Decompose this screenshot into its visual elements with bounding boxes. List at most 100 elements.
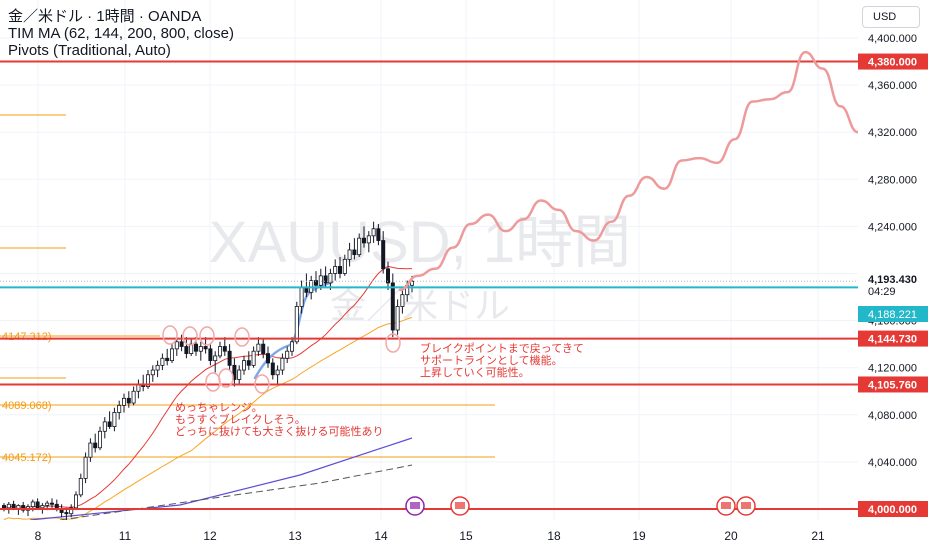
candle-body: [270, 362, 275, 376]
price-tick-label: 4,360.000: [868, 80, 917, 92]
highlight-circle[interactable]: [182, 326, 198, 346]
watermark-symbol: XAUUSD, 1時間: [209, 210, 631, 275]
annotation-text[interactable]: ブレイクポイントまで戻ってきて: [420, 341, 584, 355]
candle-body: [78, 477, 83, 496]
event-flag-icon: [410, 502, 420, 509]
time-tick-label: 11: [119, 529, 132, 543]
candle-body: [294, 306, 299, 343]
highlight-circle[interactable]: [199, 326, 215, 346]
time-tick-label: 12: [203, 529, 217, 543]
highlight-circle[interactable]: [254, 374, 270, 394]
price-axis[interactable]: 4,400.000 4,360.000 4,320.000 4,280.000 4,24…: [858, 0, 932, 520]
candle-body: [261, 343, 266, 354]
highlight-circle[interactable]: [385, 333, 401, 353]
legend-ma-indicator[interactable]: TIM MA (62, 144, 200, 800, close): [8, 25, 234, 42]
candle-body: [289, 341, 294, 352]
candle-body: [400, 294, 405, 307]
candle-body: [285, 350, 290, 359]
candle-body: [376, 228, 381, 241]
candle-body: [45, 502, 50, 506]
time-tick-label: 14: [374, 529, 388, 543]
price-label-text: 4,105.760: [868, 379, 917, 391]
candle-body: [93, 442, 98, 449]
countdown-label: 04:29: [868, 286, 896, 298]
price-tick-label: 4,040.000: [868, 457, 917, 469]
smooth-blue-line: [253, 280, 334, 380]
candle-body: [313, 280, 318, 286]
price-label-box[interactable]: [858, 501, 928, 517]
chart-legend: 金／米ドル · 1時間 · OANDA TIM MA (62, 144, 200…: [8, 8, 234, 59]
time-tick-label: 8: [35, 529, 42, 543]
candle-body: [131, 390, 136, 404]
legend-pivots-indicator[interactable]: Pivots (Traditional, Auto): [8, 42, 171, 59]
candle-body: [381, 240, 386, 270]
candle-body: [337, 266, 342, 274]
time-tick-label: 15: [459, 529, 473, 543]
candle-body: [107, 421, 112, 427]
candle-body: [361, 237, 366, 244]
candle-body: [371, 228, 376, 237]
candle-body: [174, 341, 179, 350]
candle-body: [366, 235, 371, 244]
highlight-circle[interactable]: [205, 372, 221, 392]
price-tick-label: 4,240.000: [868, 221, 917, 233]
annotation-text[interactable]: めっちゃレンジ。: [175, 401, 263, 414]
annotations[interactable]: ブレイクポイントまで戻ってきてサポートラインとして機能。上昇していく可能性。めっ…: [162, 325, 584, 438]
time-axis-bg: [0, 520, 932, 550]
candle-layer: [2, 221, 414, 521]
event-markers[interactable]: [405, 496, 756, 516]
candle-body: [241, 360, 246, 371]
price-label-box[interactable]: [858, 376, 928, 393]
candle-body: [150, 369, 155, 376]
candle-body: [333, 266, 338, 274]
time-axis[interactable]: 8 11 12 13 14 15 18 19 20 21: [0, 520, 932, 550]
legend-symbol-line[interactable]: 金／米ドル · 1時間 · OANDA: [8, 8, 202, 25]
annotation-text[interactable]: 上昇していく可能性。: [420, 365, 530, 379]
candle-body: [246, 360, 251, 366]
annotation-text[interactable]: サポートラインとして機能。: [420, 353, 563, 367]
cyan-level-box[interactable]: [858, 306, 928, 322]
pivot-label: 4045.172): [2, 452, 52, 464]
horizontal-lines[interactable]: [0, 60, 858, 510]
candle-body: [102, 421, 107, 432]
candle-body: [203, 346, 208, 350]
candle-body: [265, 353, 270, 364]
candle-body: [390, 282, 395, 331]
candle-body: [385, 268, 390, 284]
candle-body: [112, 412, 117, 427]
event-flag-icon: [721, 502, 731, 509]
candle-body: [21, 505, 26, 511]
candle-body: [165, 357, 170, 362]
candle-body: [232, 364, 237, 380]
forecast-path[interactable]: [398, 50, 860, 292]
candle-body: [342, 258, 347, 274]
candle-body: [323, 275, 328, 284]
price-label-text: 4,380.000: [868, 57, 917, 69]
price-label-text: 4,144.730: [868, 334, 917, 346]
highlight-circle[interactable]: [234, 327, 250, 347]
watermark-description: 金／米ドル: [330, 285, 510, 326]
annotation-text[interactable]: どっちに抜けても大きく抜ける可能性あり: [175, 424, 383, 438]
candle-body: [193, 343, 198, 352]
highlight-circle[interactable]: [218, 368, 234, 388]
candle-body: [69, 507, 74, 515]
price-tick-label: 4,280.000: [868, 174, 917, 186]
event-flag-icon: [741, 502, 751, 509]
price-label-box[interactable]: [858, 330, 928, 347]
annotation-text[interactable]: もうすぐブレイクしそう。: [175, 412, 306, 426]
currency-button[interactable]: USD: [862, 6, 920, 28]
forecast-layer[interactable]: [398, 50, 860, 292]
current-price-box[interactable]: [858, 269, 928, 298]
price-tick-label: 4,120.000: [868, 363, 917, 375]
candle-body: [169, 348, 174, 362]
price-tick-label: 4,400.000: [868, 33, 917, 45]
candle-body: [155, 364, 160, 371]
cyan-level-label: 4,188.221: [868, 309, 917, 321]
highlight-circle[interactable]: [162, 325, 178, 345]
time-tick-label: 18: [547, 529, 561, 543]
candle-body: [126, 397, 131, 404]
ma-62-line: [3, 265, 413, 509]
price-label-box[interactable]: [858, 53, 928, 70]
